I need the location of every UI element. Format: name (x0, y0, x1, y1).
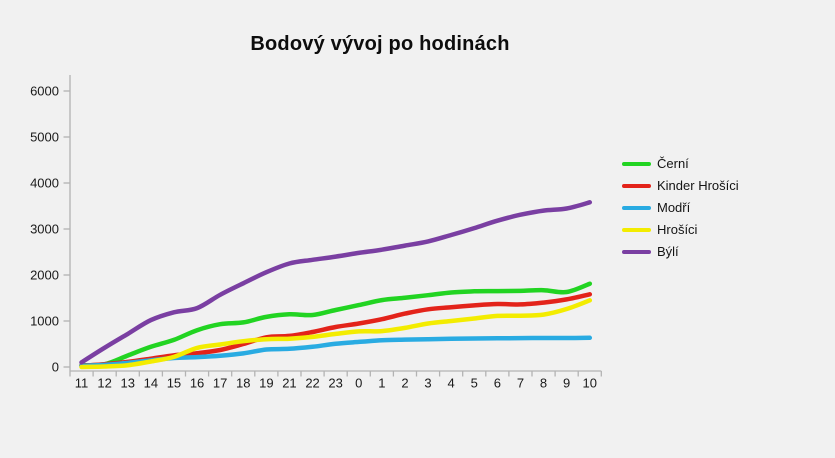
y-tick-label: 3000 (30, 222, 59, 237)
y-tick-label: 5000 (30, 130, 59, 145)
x-tick-label: 11 (75, 376, 89, 391)
chart-title: Bodový vývoj po hodinách (250, 33, 510, 55)
legend-swatch-byli (622, 249, 651, 254)
x-tick-label: 4 (448, 376, 455, 391)
x-tick-label: 7 (517, 376, 524, 391)
x-tick-label: 23 (328, 376, 342, 391)
legend-swatch-hrosici (622, 227, 651, 232)
x-tick-label: 10 (583, 376, 597, 391)
y-tick-label: 4000 (30, 176, 59, 191)
legend-item-hrosici: Hrošíci (622, 222, 739, 237)
legend-item-kinder-hrosici: Kinder Hrošíci (622, 178, 739, 193)
series-line-byli (79, 200, 593, 365)
legend-item-byli: Býlí (622, 244, 739, 259)
chart-legend: Černí Kinder Hrošíci Modří Hrošíci Býlí (622, 156, 739, 259)
x-tick-label: 0 (355, 376, 362, 391)
series-line-cerni (79, 281, 593, 368)
legend-label-hrosici: Hrošíci (657, 222, 698, 237)
legend-label-byli: Býlí (657, 244, 679, 259)
legend-swatch-kinder-hrosici (622, 183, 651, 188)
x-tick-label: 6 (494, 376, 501, 391)
legend-label-modri: Modří (657, 200, 691, 215)
x-tick-label: 18 (236, 376, 250, 391)
x-tick-label: 5 (471, 376, 478, 391)
y-tick-label: 2000 (30, 268, 59, 283)
x-tick-label: 1 (378, 376, 385, 391)
x-tick-label: 19 (259, 376, 273, 391)
x-tick-label: 14 (144, 376, 158, 391)
x-tick-label: 13 (121, 376, 135, 391)
legend-swatch-cerni (622, 161, 651, 166)
legend-item-cerni: Černí (622, 156, 739, 171)
x-tick-label: 15 (167, 376, 181, 391)
legend-label-cerni: Černí (657, 156, 689, 171)
x-tick-label: 2 (401, 376, 408, 391)
x-tick-label: 12 (97, 376, 111, 391)
x-tick-label: 22 (305, 376, 319, 391)
y-tick-label: 1000 (30, 314, 59, 329)
series-line-hrosici (79, 298, 593, 370)
x-tick-label: 21 (282, 376, 296, 391)
legend-swatch-modri (622, 205, 651, 210)
series-line-kinder-hrosici (79, 292, 593, 368)
x-tick-label: 9 (563, 376, 570, 391)
y-tick-label: 6000 (30, 84, 59, 99)
x-tick-label: 16 (190, 376, 204, 391)
y-tick-label: 0 (52, 360, 59, 375)
legend-label-kinder-hrosici: Kinder Hrošíci (657, 178, 739, 193)
x-tick-label: 17 (213, 376, 227, 391)
legend-item-modri: Modří (622, 200, 739, 215)
x-tick-label: 8 (540, 376, 547, 391)
x-tick-label: 3 (424, 376, 431, 391)
